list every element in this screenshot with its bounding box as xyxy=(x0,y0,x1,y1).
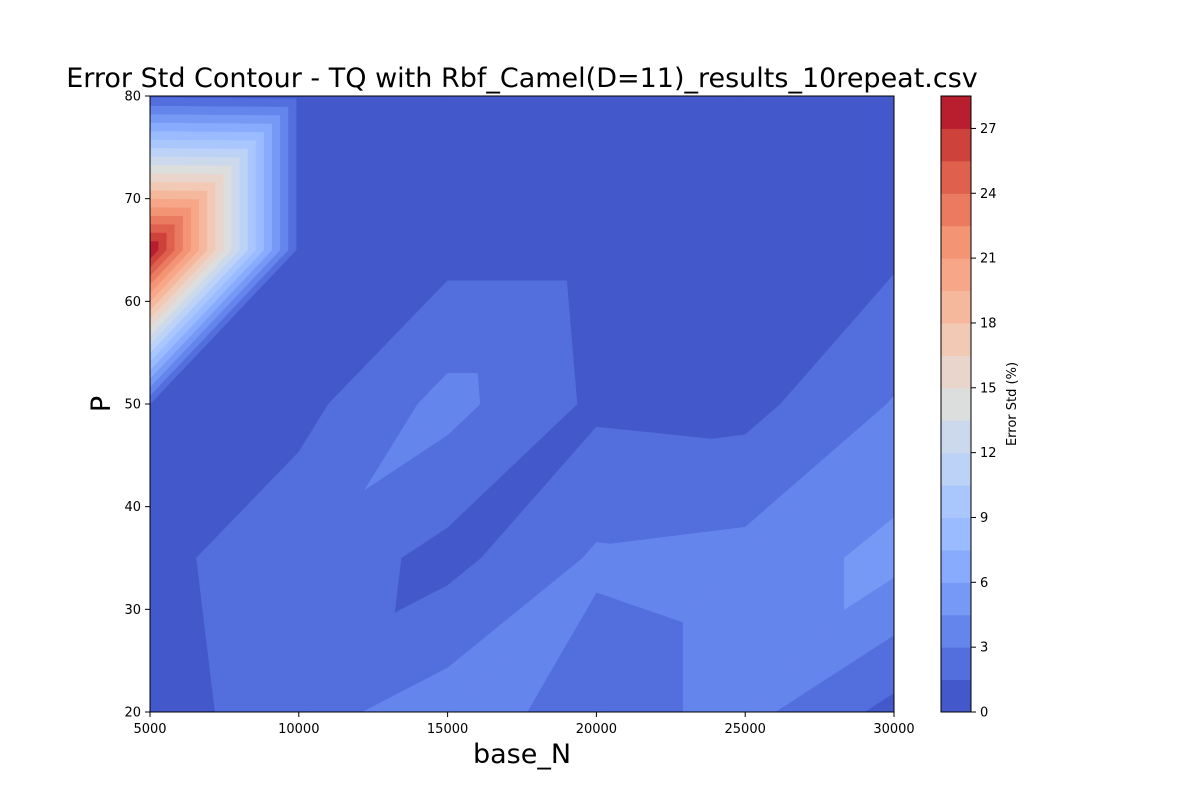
colorbar-level-3 xyxy=(941,582,971,616)
x-tick-label: 30000 xyxy=(873,722,914,737)
colorbar-tick-label: 24 xyxy=(980,187,997,202)
plot-area xyxy=(149,95,895,713)
colorbar-level-6 xyxy=(941,485,971,518)
chart-title: Error Std Contour - TQ with Rbf_Camel(D=… xyxy=(66,63,978,94)
colorbar-tick-label: 27 xyxy=(980,122,997,137)
contour-band-0 xyxy=(295,96,300,251)
contour-band-4 xyxy=(263,123,273,251)
contour-band-3 xyxy=(150,114,281,125)
colorbar-ticks: 0 3 6 9 12 15 18 21 24 27 xyxy=(971,122,997,721)
colorbar-level-8 xyxy=(941,420,971,454)
contour-band-8 xyxy=(230,156,240,251)
contour-band-0 xyxy=(298,96,449,251)
y-axis-label: P xyxy=(86,396,117,412)
contour-band-5 xyxy=(150,131,265,142)
colorbar-level-1 xyxy=(941,647,971,681)
colorbar-tick-label: 9 xyxy=(980,511,988,526)
contour-band-6 xyxy=(247,140,256,251)
contour-band-0 xyxy=(744,96,894,251)
contour-band-11 xyxy=(150,182,216,192)
contour-band-11 xyxy=(206,182,216,251)
y-tick-label: 50 xyxy=(124,398,141,413)
contour-band-10 xyxy=(150,173,224,184)
y-tick-label: 80 xyxy=(124,90,141,105)
y-tick-label: 30 xyxy=(124,603,141,618)
x-tick-label: 20000 xyxy=(576,722,617,737)
colorbar-level-15 xyxy=(941,193,971,227)
x-tick-label: 10000 xyxy=(278,722,319,737)
colorbar-level-0 xyxy=(941,679,971,713)
contour-band-8 xyxy=(150,156,240,167)
x-tick-label: 15000 xyxy=(427,722,468,737)
colorbar-tick-label: 18 xyxy=(980,316,997,331)
colorbar-level-13 xyxy=(941,258,971,292)
x-tick-label: 25000 xyxy=(725,722,766,737)
contour-band-4 xyxy=(150,122,273,133)
contour-band-12 xyxy=(198,190,208,251)
contour-band-13 xyxy=(150,198,200,209)
contour-band-1 xyxy=(779,273,894,405)
x-axis: 5000 10000 15000 20000 25000 30000 xyxy=(133,712,915,737)
contour-band-6 xyxy=(150,139,257,150)
colorbar-tick-label: 21 xyxy=(980,252,997,267)
colorbar-tick-label: 12 xyxy=(980,446,997,461)
contour-band-3 xyxy=(271,114,281,251)
colorbar-level-18 xyxy=(941,96,971,129)
colorbar-level-10 xyxy=(941,355,971,389)
colorbar-level-14 xyxy=(941,225,971,259)
contour-band-2 xyxy=(150,105,289,116)
colorbar-blocks xyxy=(941,96,971,713)
y-tick-label: 70 xyxy=(124,192,141,207)
contour-band-18 xyxy=(150,241,159,251)
colorbar-label: Error Std (%) xyxy=(1005,362,1020,446)
contour-band-7 xyxy=(238,148,248,251)
colorbar-level-5 xyxy=(941,517,971,551)
colorbar-level-2 xyxy=(941,614,971,648)
contour-band-9 xyxy=(222,165,232,251)
y-tick-label: 20 xyxy=(124,706,141,721)
contour-band-2 xyxy=(447,372,479,405)
contour-band-2 xyxy=(886,395,894,405)
contour-band-9 xyxy=(150,165,232,175)
colorbar-level-17 xyxy=(941,128,971,162)
colorbar-level-11 xyxy=(941,322,971,356)
colorbar-level-9 xyxy=(941,387,971,421)
y-axis: 20 30 40 50 60 70 80 xyxy=(124,90,150,721)
colorbar-level-16 xyxy=(941,160,971,194)
colorbar-level-7 xyxy=(941,452,971,486)
colorbar-tick-label: 15 xyxy=(980,381,997,396)
contour-band-2 xyxy=(596,542,611,559)
contour-band-0 xyxy=(447,96,597,251)
contour-band-7 xyxy=(150,148,249,158)
contour-band-1 xyxy=(287,98,297,251)
colorbar-frame xyxy=(940,95,972,713)
colorbar-tick-label: 3 xyxy=(980,641,988,656)
colorbar-tick-label: 6 xyxy=(980,576,988,591)
colorbar-tick-label: 0 xyxy=(980,706,988,721)
contour-band-0 xyxy=(596,96,746,251)
contour-band-2 xyxy=(279,106,289,251)
colorbar-level-4 xyxy=(941,549,971,583)
contour-band-12 xyxy=(150,190,208,200)
contour-band-10 xyxy=(214,173,224,251)
contour-fills xyxy=(150,96,894,712)
contour-band-3 xyxy=(843,517,894,559)
contour-band-1 xyxy=(150,97,297,108)
colorbar-level-12 xyxy=(941,290,971,324)
y-tick-label: 60 xyxy=(124,295,141,310)
y-tick-label: 40 xyxy=(124,500,141,515)
x-axis-label: base_N xyxy=(473,739,571,770)
colorbar: 0 3 6 9 12 15 18 21 24 27 Error Std (%) xyxy=(940,95,1020,721)
x-tick-label: 5000 xyxy=(133,722,166,737)
contour-band-5 xyxy=(255,131,264,251)
